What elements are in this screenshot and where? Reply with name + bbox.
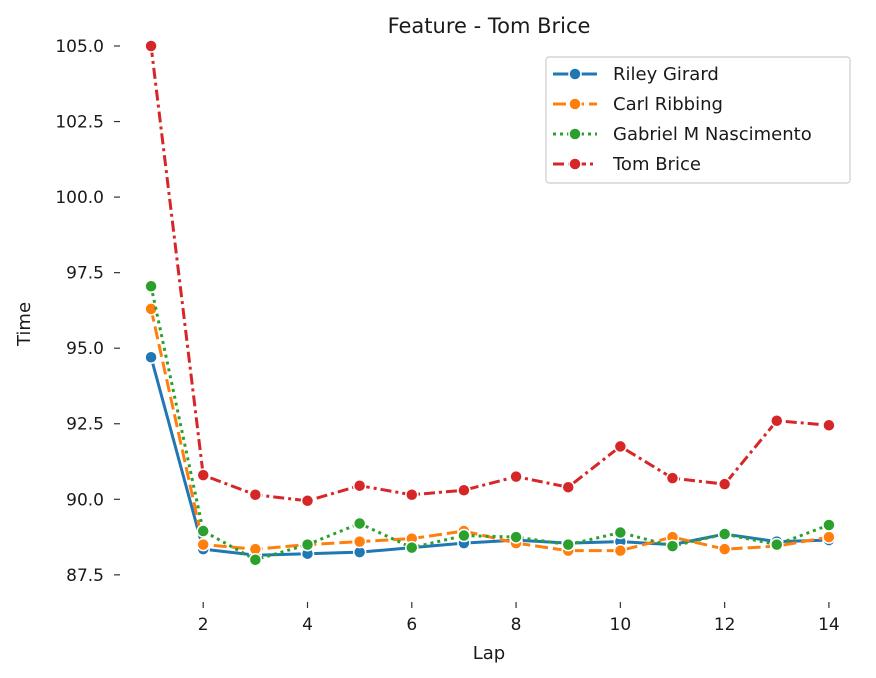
data-point <box>613 543 628 558</box>
data-point <box>300 494 315 508</box>
y-tick-label: 97.5 <box>66 264 104 284</box>
x-axis: 2 4 6 8 10 12 14 <box>198 602 840 635</box>
legend-label: Riley Girard <box>613 64 719 85</box>
y-axis: 87.5 90.0 92.5 95.0 97.5 100.0 102.5 105.0 <box>55 37 120 586</box>
data-point <box>822 518 836 532</box>
y-axis-label: Time <box>14 302 35 347</box>
data-point <box>509 530 523 544</box>
data-point <box>457 483 471 497</box>
y-tick-label: 92.5 <box>66 415 104 435</box>
data-point <box>717 542 732 556</box>
data-point <box>196 524 210 538</box>
series-line-1 <box>149 308 830 553</box>
x-tick-label: 2 <box>198 615 209 635</box>
legend-label: Gabriel M Nascimento <box>613 124 812 145</box>
data-point <box>248 488 263 502</box>
legend-marker <box>568 157 582 171</box>
data-point <box>613 439 628 454</box>
series-line-3 <box>149 45 830 503</box>
legend-frame <box>545 56 851 184</box>
x-tick-label: 14 <box>818 615 840 635</box>
legend-label: Carl Ribbing <box>613 94 723 115</box>
data-point <box>144 350 158 365</box>
plot-area <box>144 39 836 567</box>
legend: Riley Girard Carl Ribbing Gabriel M Nascim… <box>545 56 851 184</box>
data-point <box>770 537 784 552</box>
data-point <box>300 537 315 552</box>
series-line-2 <box>149 285 830 562</box>
data-point <box>665 471 680 485</box>
data-point <box>822 418 836 433</box>
y-tick-label: 87.5 <box>66 566 104 586</box>
y-tick-label: 102.5 <box>55 113 104 133</box>
y-tick-label: 100.0 <box>55 188 104 208</box>
data-point <box>770 413 784 428</box>
data-point <box>613 525 628 540</box>
x-tick-label: 10 <box>610 615 632 635</box>
x-tick-label: 8 <box>511 615 522 635</box>
data-point <box>457 528 471 543</box>
data-point <box>196 468 210 482</box>
x-tick-label: 4 <box>302 615 313 635</box>
legend-label: Tom Brice <box>612 154 701 175</box>
data-point <box>248 552 263 567</box>
y-tick-label: 90.0 <box>66 490 104 510</box>
data-point <box>717 477 732 491</box>
data-point <box>822 530 836 544</box>
data-point <box>352 516 367 531</box>
legend-marker <box>568 97 582 111</box>
data-point <box>405 540 419 555</box>
legend-marker <box>568 67 582 81</box>
legend-marker <box>568 127 582 141</box>
data-point <box>665 539 680 553</box>
series-line-0 <box>149 356 829 557</box>
data-point <box>717 527 732 541</box>
y-tick-label: 95.0 <box>66 339 104 359</box>
data-point <box>352 478 367 493</box>
data-point <box>144 279 158 293</box>
x-axis-label: Lap <box>473 643 505 664</box>
data-point <box>509 469 523 484</box>
x-tick-label: 6 <box>406 615 417 635</box>
data-point <box>561 537 575 552</box>
data-point <box>561 480 575 494</box>
y-tick-label: 105.0 <box>55 37 104 57</box>
x-tick-label: 12 <box>714 615 736 635</box>
data-point <box>405 488 419 502</box>
data-point <box>352 534 367 549</box>
chart-title: Feature - Tom Brice <box>388 14 591 38</box>
data-point <box>196 537 210 552</box>
data-point <box>144 39 158 53</box>
